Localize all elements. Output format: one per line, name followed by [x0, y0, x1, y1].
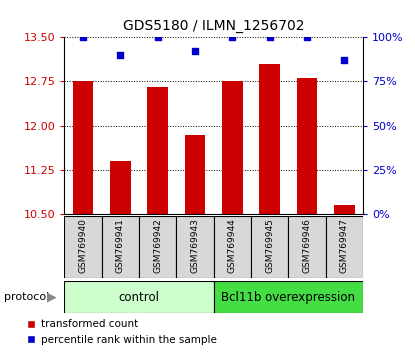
Bar	[176, 216, 214, 278]
Bar	[259, 64, 280, 214]
Point	[229, 34, 236, 40]
Text: ▶: ▶	[47, 291, 57, 304]
Bar	[139, 216, 176, 278]
Legend: transformed count, percentile rank within the sample: transformed count, percentile rank withi…	[22, 315, 221, 349]
Bar	[185, 135, 205, 214]
Point	[304, 34, 310, 40]
Point	[117, 52, 124, 58]
Point	[192, 48, 198, 54]
Bar	[102, 216, 139, 278]
Bar	[288, 216, 326, 278]
Text: GSM769944: GSM769944	[228, 218, 237, 273]
Bar	[110, 161, 131, 214]
Bar	[64, 216, 102, 278]
Bar	[214, 281, 363, 313]
Point	[266, 34, 273, 40]
Text: GSM769943: GSM769943	[190, 218, 200, 273]
Text: protocol: protocol	[4, 292, 49, 302]
Point	[154, 34, 161, 40]
Text: GSM769945: GSM769945	[265, 218, 274, 273]
Bar	[73, 81, 93, 214]
Point	[341, 57, 348, 63]
Text: GSM769940: GSM769940	[78, 218, 88, 273]
Bar	[334, 205, 355, 214]
Title: GDS5180 / ILMN_1256702: GDS5180 / ILMN_1256702	[123, 19, 305, 33]
Bar	[297, 79, 317, 214]
Text: GSM769942: GSM769942	[153, 218, 162, 273]
Bar	[326, 216, 363, 278]
Text: GSM769946: GSM769946	[303, 218, 312, 273]
Text: control: control	[119, 291, 159, 304]
Text: GSM769947: GSM769947	[340, 218, 349, 273]
Bar	[147, 87, 168, 214]
Bar	[64, 281, 214, 313]
Text: Bcl11b overexpression: Bcl11b overexpression	[222, 291, 355, 304]
Text: GSM769941: GSM769941	[116, 218, 125, 273]
Bar	[214, 216, 251, 278]
Bar	[222, 81, 243, 214]
Bar	[251, 216, 288, 278]
Point	[80, 34, 86, 40]
